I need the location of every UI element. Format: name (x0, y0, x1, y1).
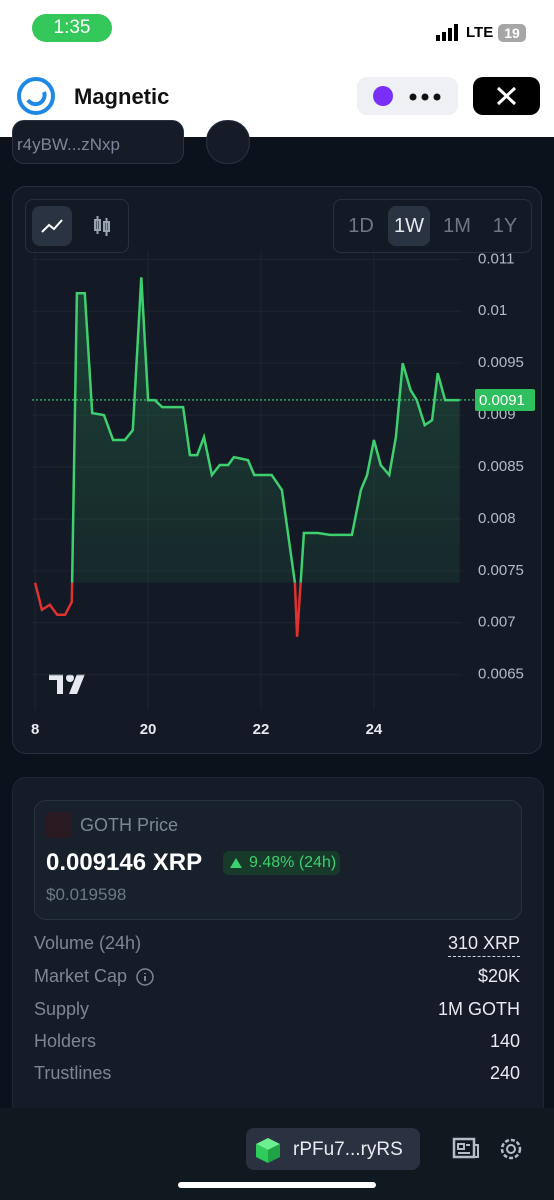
chart-mode-group (25, 199, 129, 253)
usd-price: $0.019598 (46, 885, 127, 904)
account-pill[interactable]: rPFu7...ryRS (246, 1128, 420, 1170)
chart: 0.0110.010.00950.0090.00850.0080.00750.0… (31, 250, 535, 738)
x-tick-label: 20 (140, 721, 157, 738)
menu-pill[interactable] (357, 77, 458, 115)
stat-label: Holders (34, 1031, 97, 1051)
line-icon (41, 219, 63, 233)
candle-mode-button[interactable] (82, 206, 122, 246)
y-tick-label: 0.007 (478, 614, 516, 631)
stat-value: 1M GOTH (437, 999, 520, 1019)
account-icon (256, 1138, 280, 1163)
y-tick-label: 0.0075 (478, 562, 524, 579)
last-price-tag (475, 388, 535, 411)
home-indicator (178, 1182, 376, 1188)
x-tick-label: 24 (366, 721, 383, 738)
info-icon[interactable] (135, 967, 155, 987)
stat-label: Volume (24h) (34, 933, 142, 953)
price-line-up (35, 277, 460, 583)
change-badge: 9.48% (24h) (223, 851, 340, 875)
y-tick-label: 0.0095 (478, 354, 524, 371)
tv-logo (49, 674, 85, 694)
token-title: GOTH Price (80, 815, 179, 835)
stat-value: 140 (489, 1031, 520, 1051)
y-tick-label: 0.011 (478, 250, 514, 267)
battery: 19 (498, 24, 526, 42)
timeframe-button[interactable]: 1Y (492, 215, 518, 237)
share-button[interactable] (206, 120, 250, 164)
token-logo (46, 812, 72, 838)
y-tick-label: 0.008 (478, 510, 516, 527)
stat-value: 240 (489, 1063, 520, 1083)
last-price-label: 0.0091 (479, 392, 525, 409)
close-button[interactable] (473, 77, 540, 115)
menu-icons (373, 86, 441, 106)
network-type: LTE (466, 24, 494, 41)
timeframe-group: 1D 1W 1M 1Y (333, 199, 532, 253)
status-time: 1:35 (32, 14, 112, 42)
stat-label: Supply (34, 999, 90, 1019)
stat-value: $20K (477, 966, 520, 986)
stat-label: Market Cap (34, 966, 128, 986)
wallet-address: r4yBW...zNxp (17, 135, 120, 154)
price-box: GOTH Price 0.009146 XRP 9.48% (24h) $0.0… (34, 800, 522, 920)
wallet-pill[interactable]: r4yBW...zNxp (12, 120, 184, 164)
stat-label: Trustlines (34, 1063, 112, 1083)
x-tick-label: 22 (253, 721, 270, 738)
settings-icon[interactable] (498, 1136, 524, 1162)
news-icon[interactable] (452, 1136, 480, 1162)
stat-value: 310 XRP (447, 933, 520, 957)
timeframe-button[interactable]: 1D (348, 215, 374, 237)
app-title: Magnetic (74, 84, 170, 109)
x-tick-label: 8 (31, 721, 39, 738)
up-arrow (230, 858, 242, 868)
signal-icon (436, 24, 458, 41)
price-change: 9.48% (24h) (249, 854, 337, 871)
account-address: rPFu7...ryRS (293, 1139, 403, 1160)
y-tick-label: 0.01 (478, 302, 507, 319)
timeframe-button[interactable]: 1W (388, 206, 430, 246)
token-price: 0.009146 XRP (46, 849, 203, 876)
y-tick-label: 0.0065 (478, 666, 524, 683)
candle-icon (94, 216, 110, 236)
close-icon (496, 86, 517, 106)
timeframe-button[interactable]: 1M (443, 215, 471, 237)
app-logo (17, 77, 55, 115)
price-area (72, 277, 460, 583)
line-mode-button[interactable] (32, 206, 72, 246)
y-tick-label: 0.0085 (478, 458, 524, 475)
